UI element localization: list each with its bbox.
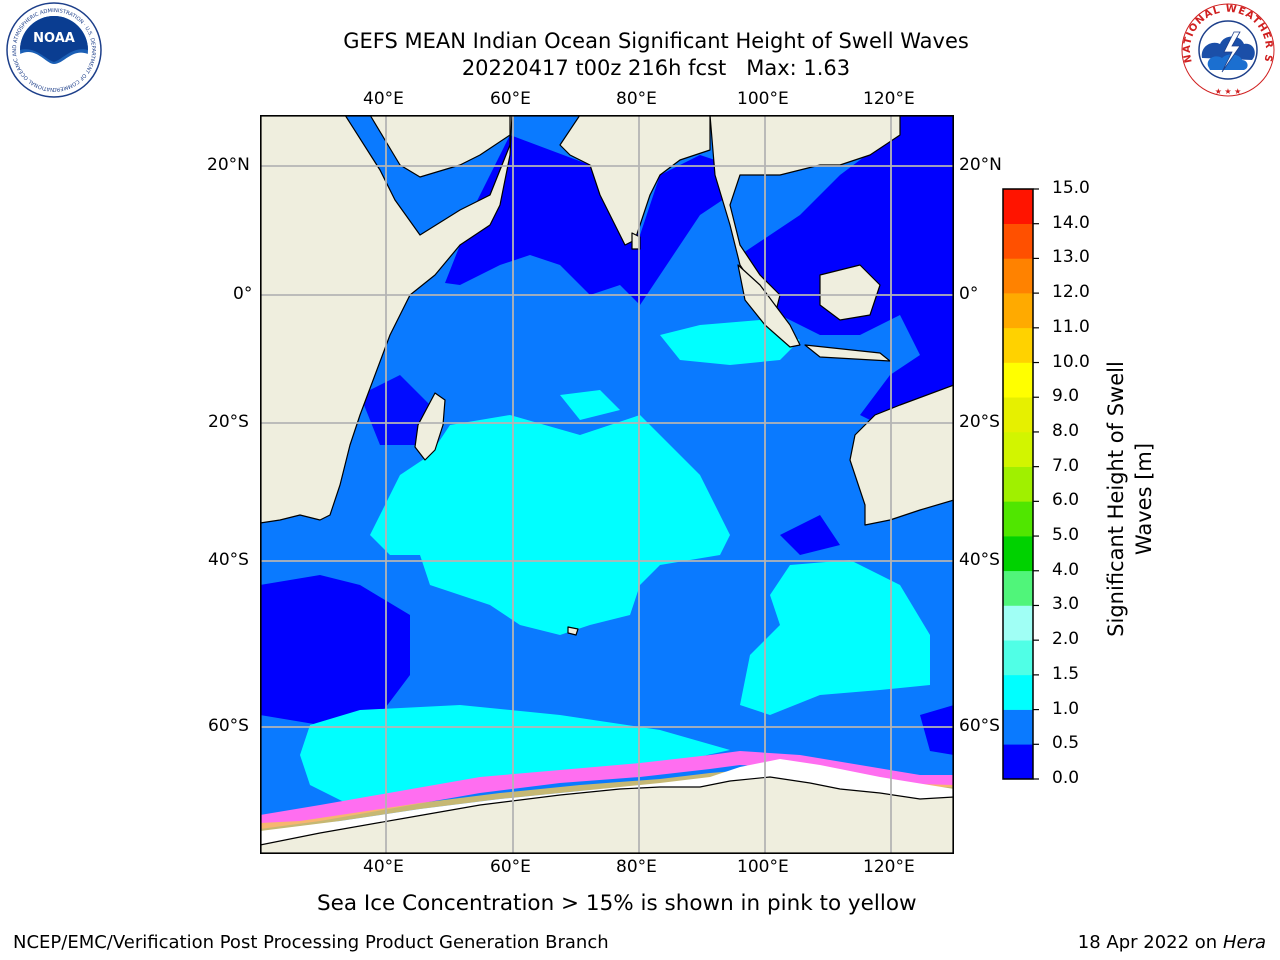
- colorbar: [1002, 188, 1039, 780]
- footer-host: Hera: [1222, 932, 1266, 953]
- footer-left: NCEP/EMC/Verification Post Processing Pr…: [13, 932, 609, 953]
- lat-label-20s-right: 20°S: [959, 412, 1000, 432]
- colorbar-segment: [1003, 258, 1033, 294]
- lon-label-80e-bottom: 80°E: [616, 857, 657, 877]
- footer-right: 18 Apr 2022 on Hera: [1078, 932, 1266, 953]
- colorbar-tick-label: 10.0: [1052, 351, 1090, 372]
- lat-label-20s-left: 20°S: [208, 412, 249, 432]
- colorbar-segment: [1003, 362, 1033, 398]
- colorbar-segment: [1003, 189, 1033, 225]
- noaa-logo: NOAA NATIONAL OCEANIC AND ATMOSPHERIC AD…: [2, 2, 102, 98]
- colorbar-tick-label: 8.0: [1052, 420, 1080, 441]
- colorbar-segment: [1003, 674, 1033, 710]
- colorbar-tick-label: 11.0: [1052, 316, 1090, 337]
- colorbar-tick-label: 1.0: [1052, 698, 1080, 719]
- lat-label-20n-left: 20°N: [207, 155, 250, 175]
- colorbar-tick-label: 12.0: [1052, 282, 1090, 303]
- lon-label-120e-top: 120°E: [863, 89, 915, 109]
- arabia-land: [369, 115, 511, 178]
- colorbar-title-line1: Significant Height of Swell: [1104, 361, 1128, 637]
- colorbar-tick-label: 0.5: [1052, 733, 1080, 754]
- java-land: [804, 344, 891, 362]
- swell-height-map: [260, 115, 954, 854]
- lon-label-40e-top: 40°E: [363, 89, 404, 109]
- colorbar-tick-label: 6.0: [1052, 490, 1080, 511]
- borneo-land: [819, 264, 881, 321]
- australia-land: [849, 384, 954, 526]
- colorbar-segment: [1003, 397, 1033, 433]
- colorbar-tick-label: 15.0: [1052, 178, 1090, 198]
- nws-logo: NATIONAL WEATHER SERVICE ★ ★ ★: [1178, 2, 1275, 97]
- lat-label-60s-right: 60°S: [959, 716, 1000, 736]
- antarctica-land: [260, 776, 954, 854]
- sea-ice-caption: Sea Ice Concentration > 15% is shown in …: [317, 891, 917, 916]
- lat-label-20n-right: 20°N: [959, 155, 1002, 175]
- colorbar-title-line2: Waves [m]: [1132, 442, 1156, 556]
- colorbar-segment: [1003, 605, 1033, 641]
- lon-label-60e-bottom: 60°E: [490, 857, 531, 877]
- colorbar-segment: [1003, 293, 1033, 329]
- colorbar-segment: [1003, 536, 1033, 572]
- colorbar-tick-label: 1.5: [1052, 663, 1080, 684]
- colorbar-segment: [1003, 466, 1033, 502]
- colorbar-segment: [1003, 640, 1033, 676]
- chart-subtitle: 20220417 t00z 216h fcst Max: 1.63: [461, 56, 851, 80]
- colorbar-tick-label: 3.0: [1052, 594, 1080, 615]
- lon-label-60e-top: 60°E: [490, 89, 531, 109]
- colorbar-segment: [1003, 223, 1033, 259]
- svg-text:NOAA: NOAA: [33, 31, 75, 46]
- lon-label-40e-bottom: 40°E: [363, 857, 404, 877]
- lon-label-120e-bottom: 120°E: [863, 857, 915, 877]
- sea-ice-edge: [260, 751, 954, 829]
- colorbar-tick-label: 7.0: [1052, 455, 1080, 476]
- colorbar-tick-label: 9.0: [1052, 386, 1080, 407]
- lon-label-100e-bottom: 100°E: [737, 857, 789, 877]
- colorbar-segment: [1003, 570, 1033, 606]
- colorbar-segment: [1003, 501, 1033, 537]
- colorbar-segment: [1003, 327, 1033, 363]
- lon-label-80e-top: 80°E: [616, 89, 657, 109]
- lat-label-40s-right: 40°S: [959, 550, 1000, 570]
- colorbar-tick-label: 4.0: [1052, 559, 1080, 580]
- lat-label-0-right: 0°: [959, 284, 979, 304]
- colorbar-segment: [1003, 431, 1033, 467]
- sri-lanka-land: [631, 232, 641, 250]
- colorbar-tick-label: 13.0: [1052, 247, 1090, 268]
- map-frame: [260, 115, 954, 854]
- colorbar-tick-label: 14.0: [1052, 212, 1090, 233]
- lat-label-60s-left: 60°S: [208, 716, 249, 736]
- chart-title: GEFS MEAN Indian Ocean Significant Heigh…: [343, 29, 969, 53]
- colorbar-title: Significant Height of Swell Waves [m]: [1102, 339, 1158, 659]
- colorbar-tick-label: 0.0: [1052, 768, 1080, 788]
- footer-date: 18 Apr 2022 on: [1077, 932, 1223, 953]
- kerguelen-land: [567, 626, 579, 636]
- lat-label-40s-left: 40°S: [208, 550, 249, 570]
- lat-label-0-left: 0°: [233, 284, 253, 304]
- madagascar-land: [414, 392, 446, 461]
- southeast-asia-land: [709, 115, 901, 316]
- svg-text:★ ★ ★: ★ ★ ★: [1215, 87, 1242, 96]
- map-gridlines: [260, 115, 954, 854]
- colorbar-segment: [1003, 709, 1033, 745]
- lon-label-100e-top: 100°E: [737, 89, 789, 109]
- colorbar-frame: [1002, 188, 1034, 780]
- colorbar-segment: [1003, 744, 1033, 780]
- colorbar-tick-label: 5.0: [1052, 525, 1080, 546]
- colorbar-tick-label: 2.0: [1052, 629, 1080, 650]
